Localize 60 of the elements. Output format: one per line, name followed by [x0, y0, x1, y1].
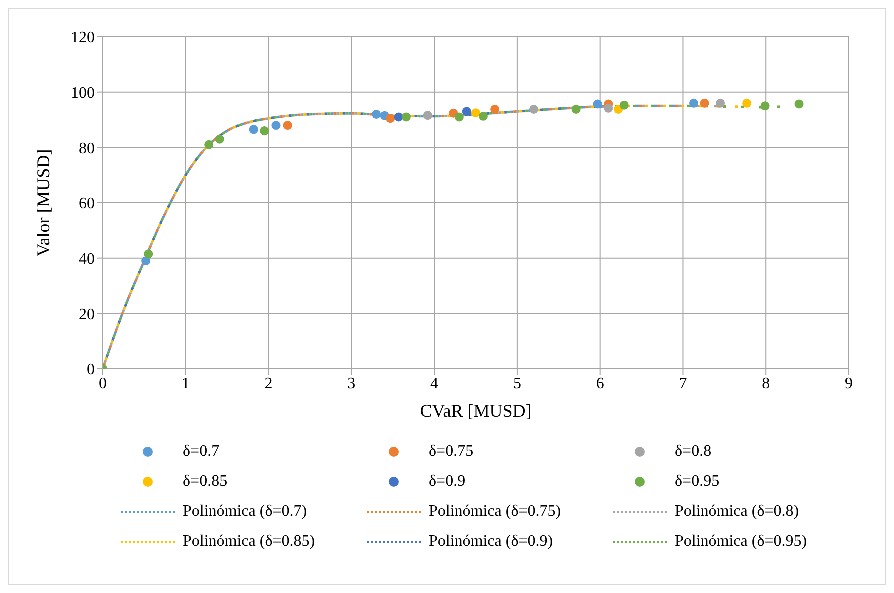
x-tick-label: 8 — [762, 375, 770, 392]
point — [372, 110, 382, 119]
legend-label: Polinómica (δ=0.85) — [183, 533, 316, 551]
point — [142, 256, 151, 266]
x-tick-label: 0 — [99, 375, 107, 392]
point — [144, 250, 154, 259]
legend-label: δ=0.7 — [183, 443, 220, 461]
x-tick-label: 7 — [679, 375, 688, 392]
point — [716, 98, 726, 108]
point — [689, 98, 699, 108]
point — [215, 134, 224, 144]
legend-label: Polinómica (δ=0.95) — [675, 533, 808, 551]
point — [462, 107, 472, 116]
point — [454, 112, 464, 122]
y-tick-label: 60 — [79, 196, 95, 213]
y-tick-label: 40 — [79, 251, 95, 268]
point — [283, 121, 292, 130]
x-tick-label: 2 — [264, 375, 273, 392]
point — [604, 104, 614, 113]
point — [572, 104, 581, 114]
y-tick-label: 120 — [71, 30, 95, 47]
point — [742, 98, 752, 108]
x-tick-label: 9 — [845, 375, 853, 392]
point — [204, 140, 214, 150]
point — [471, 108, 481, 118]
point — [249, 125, 258, 134]
point — [700, 98, 710, 108]
x-tick-label: 1 — [182, 375, 190, 392]
legend-label: Polinómica (δ=0.75) — [429, 503, 562, 521]
y-tick-label: 20 — [79, 306, 95, 324]
point — [423, 111, 432, 120]
point — [593, 100, 602, 109]
y-axis-title: Valor [MUSD] — [33, 149, 54, 257]
point — [490, 104, 500, 114]
x-tick-label: 3 — [348, 375, 356, 392]
legend-label: Polinómica (δ=0.9) — [429, 533, 554, 551]
point — [478, 112, 488, 121]
legend-label: δ=0.8 — [675, 443, 712, 461]
point — [760, 102, 770, 111]
x-tick-label: 4 — [430, 375, 439, 392]
legend-label: δ=0.95 — [675, 473, 720, 491]
legend-label: Polinómica (δ=0.8) — [675, 503, 800, 521]
legend-label: δ=0.75 — [429, 443, 474, 461]
y-tick-label: 0 — [87, 362, 95, 379]
y-tick-label: 100 — [71, 85, 95, 102]
legend-label: Polinómica (δ=0.7) — [183, 503, 308, 521]
point — [272, 121, 281, 130]
point — [394, 112, 404, 122]
y-tick-label: 80 — [79, 140, 95, 158]
x-axis-title: CVaR [MUSD] — [420, 401, 532, 421]
point — [260, 126, 270, 136]
point — [620, 100, 629, 110]
point — [530, 104, 539, 114]
x-tick-label: 6 — [596, 375, 604, 392]
point — [794, 100, 804, 109]
point — [386, 114, 396, 124]
legend-label: δ=0.85 — [183, 473, 228, 491]
legend-label: δ=0.9 — [429, 473, 466, 491]
point — [402, 112, 411, 122]
x-tick-label: 5 — [513, 375, 522, 392]
